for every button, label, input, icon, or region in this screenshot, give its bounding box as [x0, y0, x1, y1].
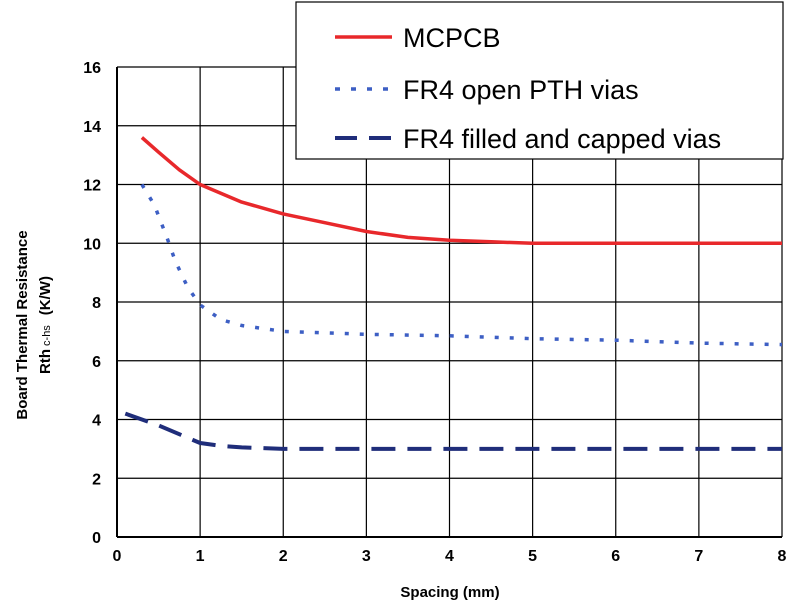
legend-label-fr4-filled: FR4 filled and capped vias [403, 124, 721, 154]
y-tick-label-4: 8 [92, 295, 101, 312]
x-tick-label-2: 2 [279, 548, 288, 565]
legend-label-fr4-open: FR4 open PTH vias [403, 75, 639, 105]
x-tick-label-6: 6 [611, 548, 620, 565]
y-tick-label-3: 6 [92, 354, 101, 371]
y-axis-subscript: c-hs [41, 325, 53, 346]
legend-label-mcpcb: MCPCB [403, 23, 501, 53]
y-tick-label-5: 10 [83, 236, 101, 253]
x-tick-label-1: 1 [196, 548, 205, 565]
x-tick-label-4: 4 [445, 548, 454, 565]
series-line-2 [124, 411, 782, 451]
y-axis-title: Board Thermal Resistance [14, 230, 31, 419]
x-tick-label-8: 8 [778, 548, 787, 565]
y-tick-labels: 0 2 4 6 8 10 12 14 16 [83, 60, 101, 547]
legend: MCPCB FR4 open PTH vias FR4 filled and c… [295, 1, 784, 160]
series-line-0 [140, 136, 782, 246]
y-axis-rth: Rth [37, 349, 54, 374]
x-tick-label-3: 3 [362, 548, 371, 565]
axes [116, 67, 782, 538]
legend-box [295, 1, 784, 160]
y-tick-label-7: 14 [83, 119, 101, 136]
x-tick-label-0: 0 [113, 548, 122, 565]
y-tick-label-2: 4 [92, 413, 101, 430]
series-layer [124, 136, 783, 451]
x-tick-label-7: 7 [694, 548, 703, 565]
y-tick-label-1: 2 [92, 471, 101, 488]
y-tick-label-0: 0 [92, 530, 101, 547]
y-axis-unit: (K/W) [37, 276, 54, 315]
y-tick-label-8: 16 [83, 60, 101, 77]
x-axis-title: Spacing (mm) [400, 584, 499, 601]
series-line-1 [140, 183, 783, 347]
x-tick-label-5: 5 [528, 548, 537, 565]
x-tick-labels: 0 1 2 3 4 5 6 7 8 [113, 548, 787, 565]
y-axis-subtitle: Rth c-hs (K/W) [37, 276, 54, 374]
y-tick-label-6: 12 [83, 178, 101, 195]
